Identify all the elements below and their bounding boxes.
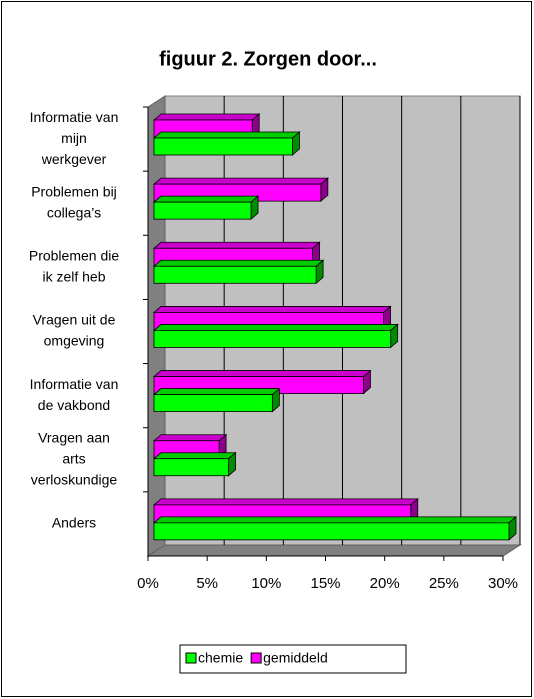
- bar-front: [153, 522, 510, 541]
- legend-swatch: [185, 652, 197, 664]
- x-tick-label: 5%: [196, 575, 218, 592]
- bar: [152, 323, 399, 349]
- bar: [152, 387, 281, 413]
- bar: [152, 131, 301, 156]
- bar-front: [153, 201, 252, 220]
- y-tick-label: werkgever: [41, 151, 107, 167]
- y-tick-label: ik zelf heb: [42, 269, 105, 285]
- bar-top: [152, 113, 261, 121]
- bar-top: [152, 241, 321, 249]
- bar-top: [152, 388, 281, 395]
- legend-label: chemie: [198, 650, 243, 666]
- x-tick-label: 15%: [310, 575, 340, 592]
- bar: [152, 515, 518, 541]
- y-tick-label: Vragen uit de: [33, 312, 116, 328]
- y-tick-label: mijn: [61, 130, 87, 146]
- bar-top: [152, 131, 301, 139]
- y-tick-label: Informatie van: [30, 376, 119, 392]
- floor: [146, 544, 522, 557]
- y-tick-label: de vakbond: [38, 397, 110, 413]
- x-tick-label: 25%: [429, 575, 459, 592]
- bar-top: [152, 306, 392, 313]
- bar-front: [153, 458, 229, 477]
- bar-front: [153, 394, 273, 412]
- bar-top: [152, 498, 419, 506]
- bar-top: [152, 452, 237, 460]
- y-tick-label: Problemen die: [29, 248, 119, 264]
- y-tick-label: Vragen aan: [38, 429, 110, 445]
- bar-top: [152, 259, 325, 267]
- y-tick-label: Anders: [52, 515, 96, 531]
- x-tick-label: 0%: [137, 575, 159, 592]
- y-tick-label: arts: [62, 450, 85, 466]
- legend-box: [179, 644, 407, 674]
- legend-swatch: [250, 652, 262, 664]
- bar-front: [153, 137, 293, 156]
- x-tick-label: 30%: [488, 575, 518, 592]
- bar-top: [152, 195, 260, 203]
- chart-title: figuur 2. Zorgen door...: [159, 48, 377, 70]
- y-tick-label: omgeving: [44, 333, 105, 349]
- bar: [152, 195, 260, 221]
- y-tick-label: Problemen bij: [31, 183, 117, 199]
- bar-top: [152, 324, 399, 331]
- x-tick-label: 20%: [370, 575, 400, 592]
- bar-front: [153, 265, 317, 284]
- bar-top: [152, 434, 228, 442]
- y-tick-label: verloskundige: [31, 471, 118, 487]
- legend-label: gemiddeld: [263, 650, 328, 666]
- bar: [152, 451, 237, 477]
- bar: [152, 259, 325, 285]
- bar-front: [153, 330, 392, 348]
- bar-top: [152, 370, 372, 377]
- bar-top: [152, 177, 329, 185]
- y-tick-label: Informatie van: [30, 109, 119, 125]
- x-tick-label: 10%: [251, 575, 281, 592]
- y-tick-label: collega’s: [47, 204, 101, 220]
- bar-top: [152, 516, 518, 524]
